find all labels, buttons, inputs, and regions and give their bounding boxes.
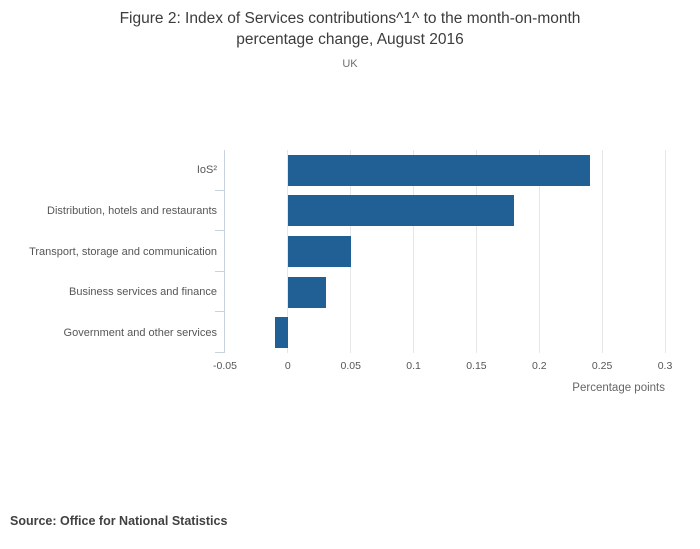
y-axis-line	[224, 150, 225, 353]
category-label: Transport, storage and communication	[29, 245, 217, 258]
x-tick-label: 0.1	[406, 360, 421, 372]
x-axis-title: Percentage points	[572, 382, 665, 394]
bar	[275, 317, 288, 349]
chart-title-line2: percentage change, August 2016	[236, 31, 464, 48]
gridline	[601, 150, 603, 353]
gridline	[350, 150, 352, 353]
y-axis-tick	[215, 230, 224, 232]
x-tick-label: -0.05	[213, 360, 237, 372]
x-tick-label: 0.2	[531, 360, 547, 372]
chart-title-line1: Figure 2: Index of Services contribution…	[119, 10, 581, 27]
gridline	[664, 150, 666, 353]
category-label: Government and other services	[63, 326, 217, 339]
chart-title: Figure 2: Index of Services contribution…	[0, 8, 700, 50]
bar	[287, 276, 326, 308]
source-note: Source: Office for National Statistics	[10, 514, 228, 528]
x-tick-label: 0.3	[657, 360, 673, 372]
y-axis-tick	[215, 189, 224, 191]
bar	[287, 195, 515, 227]
gridline	[413, 150, 415, 353]
category-label: Business services and finance	[69, 286, 217, 299]
chart-subtitle: UK	[342, 58, 358, 70]
category-label: Distribution, hotels and restaurants	[47, 204, 217, 217]
gridline	[475, 150, 477, 353]
x-tick-label: 0	[284, 360, 291, 372]
y-axis-tick	[215, 311, 224, 313]
y-axis-tick	[215, 352, 224, 353]
bar	[287, 154, 590, 186]
category-label: IoS²	[196, 164, 217, 177]
y-axis-tick	[215, 270, 224, 272]
x-tick-label: 0.05	[340, 360, 361, 372]
bar	[287, 236, 351, 267]
gridline	[538, 150, 540, 353]
x-tick-label: 0.15	[466, 360, 487, 372]
x-tick-label: 0.25	[591, 360, 613, 372]
